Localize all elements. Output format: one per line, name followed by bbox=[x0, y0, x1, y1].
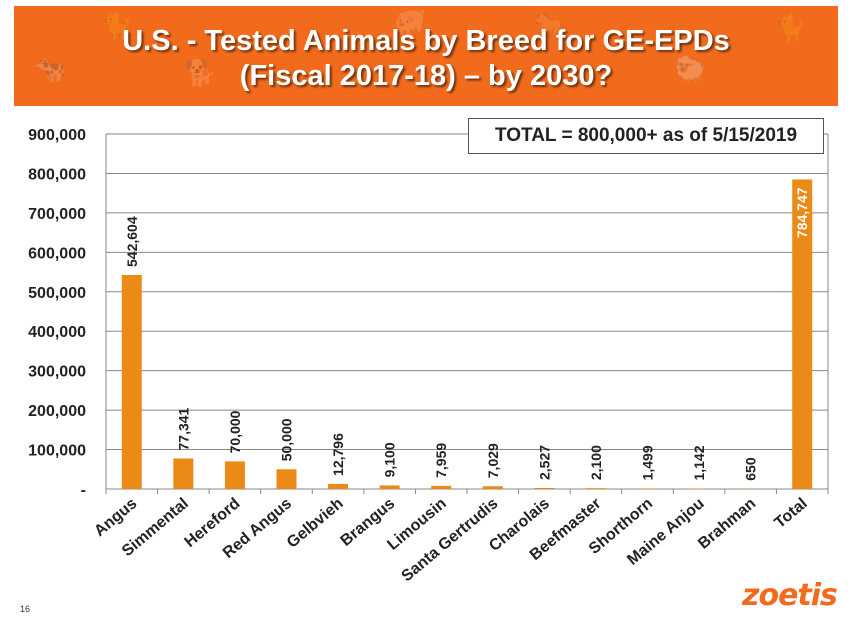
bar-beefmaster bbox=[585, 488, 606, 489]
page-number: 16 bbox=[20, 604, 31, 614]
x-tick-label: Total bbox=[771, 495, 810, 532]
title-banner: 🐄 🐈 🐕 🐖 🐎 🐑 🐈 U.S. - Tested Animals by B… bbox=[14, 6, 838, 106]
bar-simmental bbox=[173, 458, 194, 489]
animal-silhouette-icon: 🐑 bbox=[674, 54, 707, 84]
bar-hereford bbox=[224, 461, 245, 489]
animal-silhouette-icon: 🐈 bbox=[100, 10, 133, 40]
bar-gelbvieh bbox=[328, 483, 349, 489]
zoetis-logo: zoetis bbox=[742, 578, 838, 613]
animal-silhouette-icon: 🐈 bbox=[774, 12, 807, 42]
bar-santa-gertrudis bbox=[482, 486, 503, 489]
data-label: 7,029 bbox=[485, 443, 501, 478]
animal-silhouette-icon: 🐖 bbox=[394, 6, 427, 36]
page-title: U.S. - Tested Animals by Breed for GE-EP… bbox=[14, 24, 838, 94]
y-tick-label: 700,000 bbox=[28, 206, 86, 223]
data-label: 7,959 bbox=[433, 443, 449, 478]
y-tick-label: 800,000 bbox=[28, 166, 86, 183]
y-tick-label: 300,000 bbox=[28, 364, 86, 381]
y-tick-label: 500,000 bbox=[28, 285, 86, 302]
data-label: 1,499 bbox=[640, 445, 656, 480]
title-line-2: (Fiscal 2017-18) – by 2030? bbox=[239, 60, 613, 92]
data-label: 12,796 bbox=[330, 433, 346, 476]
y-tick-label: 600,000 bbox=[28, 245, 86, 262]
y-tick-label: 200,000 bbox=[28, 403, 86, 420]
animal-silhouette-icon: 🐎 bbox=[534, 10, 567, 40]
data-label: 2,100 bbox=[588, 445, 604, 480]
x-tick-label: Angus bbox=[91, 495, 140, 540]
y-tick-label: 900,000 bbox=[28, 127, 86, 144]
bar-red-angus bbox=[276, 469, 297, 489]
data-label: 77,341 bbox=[175, 407, 191, 450]
data-label: 2,527 bbox=[536, 445, 552, 480]
data-label: 50,000 bbox=[279, 418, 295, 461]
title-line-1: U.S. - Tested Animals by Breed for GE-EP… bbox=[122, 25, 730, 57]
y-tick-label: 400,000 bbox=[28, 324, 86, 341]
y-tick-label: 100,000 bbox=[28, 443, 86, 460]
animal-silhouette-icon: 🐄 bbox=[34, 54, 67, 84]
y-tick-label: - bbox=[81, 482, 86, 499]
bar-total bbox=[792, 179, 813, 489]
bar-shorthorn bbox=[637, 488, 658, 489]
bar-charolais bbox=[534, 488, 555, 489]
x-tick-label: Gelbvieh bbox=[284, 495, 347, 551]
total-callout-box: TOTAL = 800,000+ as of 5/15/2019 bbox=[468, 118, 824, 154]
bar-limousin bbox=[431, 485, 452, 489]
bar-angus bbox=[121, 274, 142, 489]
data-label: 70,000 bbox=[227, 410, 243, 453]
x-tick-label: Brahman bbox=[695, 495, 759, 553]
bar-brangus bbox=[379, 485, 400, 489]
x-tick-label: Santa Gertrudis bbox=[398, 495, 501, 585]
data-label: 542,604 bbox=[124, 216, 140, 267]
data-label: 784,747 bbox=[794, 187, 810, 238]
data-label: 1,142 bbox=[691, 445, 707, 480]
data-label: 650 bbox=[743, 457, 759, 481]
data-label: 9,100 bbox=[382, 442, 398, 477]
animal-silhouette-icon: 🐕 bbox=[184, 58, 217, 88]
